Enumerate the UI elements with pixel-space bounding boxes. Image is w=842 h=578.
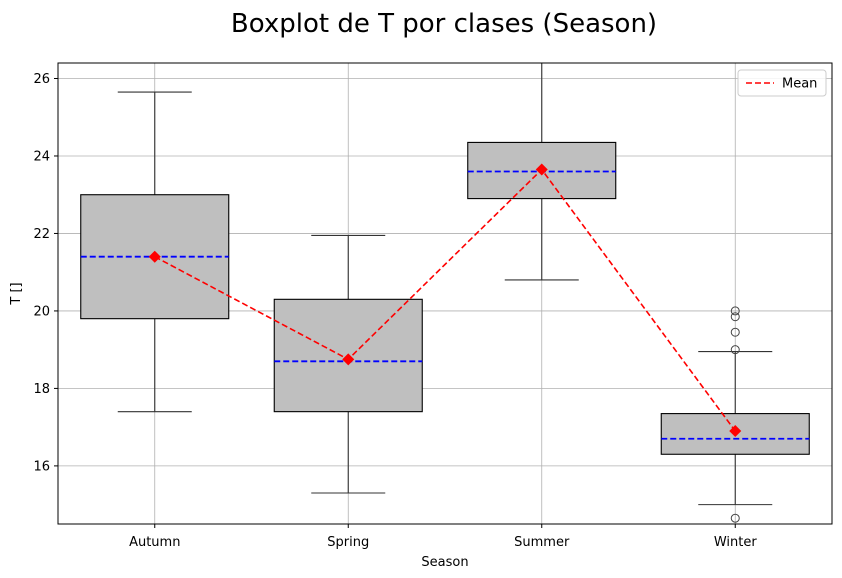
mean-marker bbox=[729, 425, 742, 438]
y-tick-label: 16 bbox=[33, 459, 50, 474]
x-tick-label: Autumn bbox=[129, 535, 180, 550]
outlier-point bbox=[730, 327, 740, 337]
y-tick-label: 22 bbox=[33, 227, 50, 242]
y-tick-label: 18 bbox=[33, 382, 50, 397]
chart-title: Boxplot de T por clases (Season) bbox=[231, 9, 657, 39]
y-tick-label: 24 bbox=[33, 149, 50, 164]
mean-marker bbox=[342, 353, 355, 366]
legend-box bbox=[737, 69, 827, 97]
plot-area bbox=[58, 63, 832, 524]
x-axis-label: Season bbox=[421, 555, 468, 570]
outlier-point bbox=[730, 513, 740, 523]
mean-marker bbox=[535, 163, 548, 176]
x-tick-label: Summer bbox=[514, 535, 570, 550]
x-tick-label: Spring bbox=[327, 535, 369, 550]
y-tick-label: 26 bbox=[33, 72, 50, 87]
y-tick-label: 20 bbox=[33, 304, 50, 319]
x-tick-label: Winter bbox=[714, 535, 758, 550]
mean-marker bbox=[148, 250, 161, 263]
y-axis-label: T [] bbox=[9, 282, 24, 305]
legend-mean-label: Mean bbox=[782, 77, 817, 92]
mean-line bbox=[154, 168, 736, 432]
plot-frame bbox=[57, 62, 833, 525]
outlier-point bbox=[730, 312, 740, 322]
box-summer bbox=[467, 141, 617, 200]
outlier-point bbox=[730, 345, 740, 355]
outlier-point bbox=[730, 306, 740, 316]
